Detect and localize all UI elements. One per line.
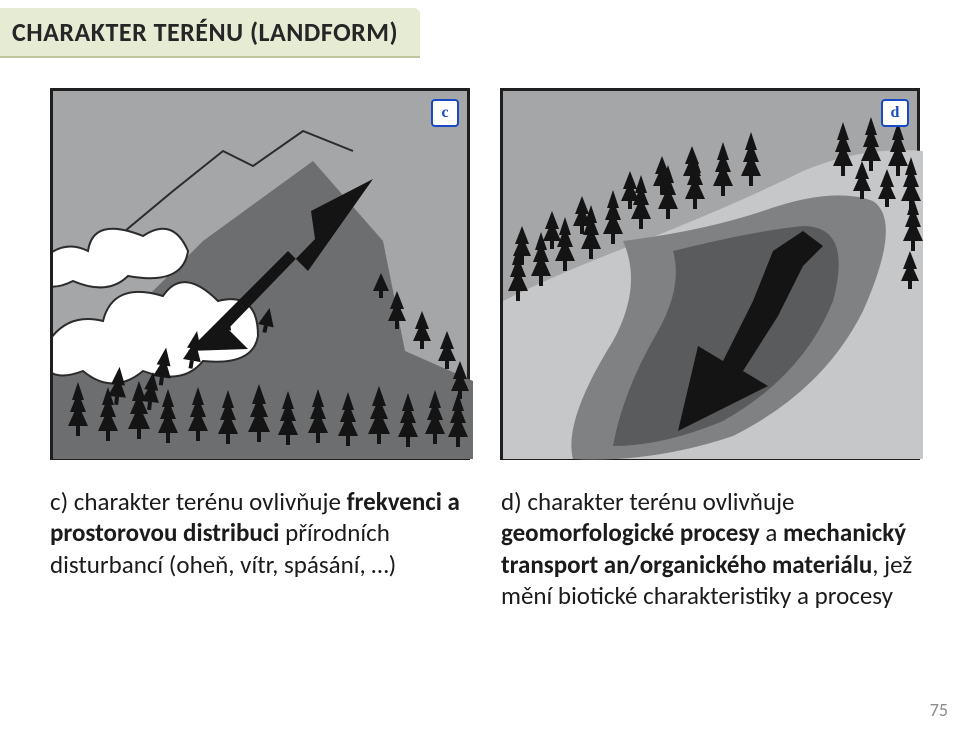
page-title: CHARAKTER TERÉNU (LANDFORM): [12, 16, 398, 48]
page-title-banner: CHARAKTER TERÉNU (LANDFORM): [0, 8, 420, 58]
panel-c-label-text: c: [441, 104, 448, 122]
panel-c-svg: [53, 91, 473, 463]
caption-c: c) charakter terénu ovlivňuje frekvenci …: [50, 486, 471, 611]
figure-panel-d: d: [500, 88, 920, 460]
panel-d-svg: [503, 91, 923, 463]
panel-d-label: d: [881, 99, 909, 127]
panel-d-label-text: d: [891, 104, 900, 122]
captions-row: c) charakter terénu ovlivňuje frekvenci …: [50, 486, 922, 611]
page-number: 75: [930, 699, 948, 721]
panel-c-label: c: [431, 99, 459, 127]
figure-panel-c: c: [50, 88, 470, 460]
caption-d: d) charakter terénu ovlivňuje geomorfolo…: [501, 486, 922, 611]
